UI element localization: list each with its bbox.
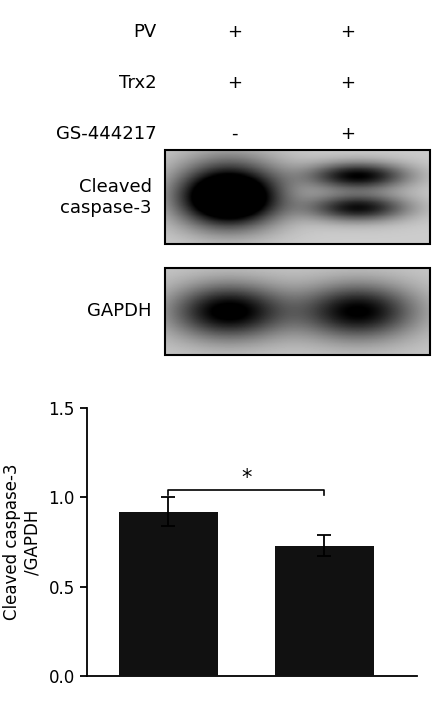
- Text: +: +: [340, 23, 355, 41]
- Bar: [165, 150, 430, 244]
- Text: +: +: [227, 23, 242, 41]
- Text: GS-444217: GS-444217: [56, 125, 156, 143]
- Text: Cleaved
caspase-3: Cleaved caspase-3: [60, 177, 152, 217]
- Text: +: +: [227, 74, 242, 92]
- Text: -: -: [231, 125, 237, 143]
- Bar: [119, 512, 218, 676]
- Y-axis label: Cleaved caspase-3
/GAPDH: Cleaved caspase-3 /GAPDH: [3, 464, 42, 620]
- Text: Trx2: Trx2: [118, 74, 156, 92]
- Text: +: +: [340, 125, 355, 143]
- Bar: [275, 546, 374, 676]
- Text: +: +: [340, 74, 355, 92]
- Text: GAPDH: GAPDH: [87, 303, 152, 320]
- Text: *: *: [241, 467, 252, 488]
- Bar: [165, 268, 430, 355]
- Text: PV: PV: [133, 23, 156, 41]
